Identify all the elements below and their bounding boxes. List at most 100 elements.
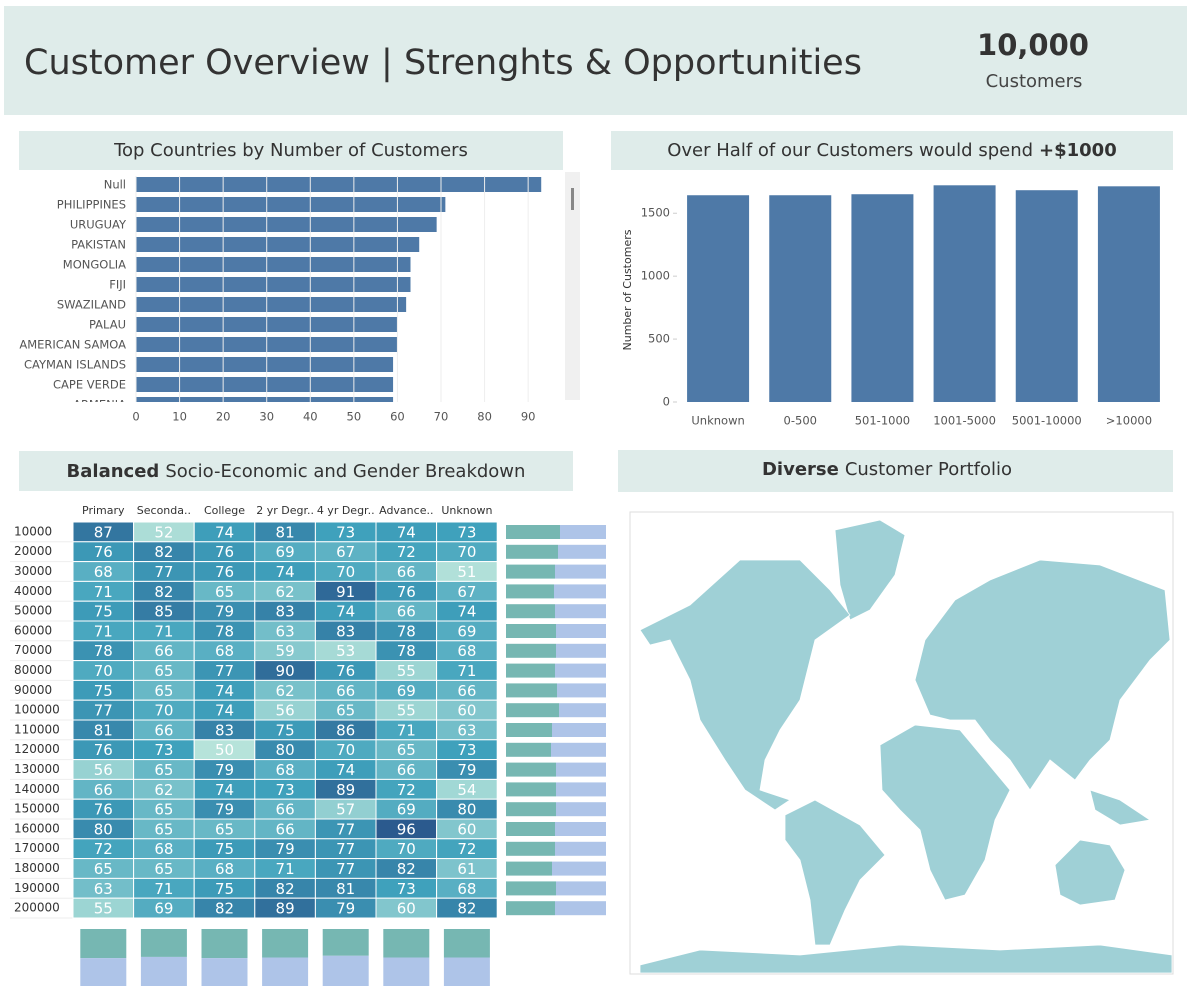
- cell-label: 66: [154, 721, 173, 739]
- map-title: Diverse Customer Portfolio: [762, 459, 1012, 480]
- title-emphasis: +$1000: [1039, 140, 1117, 161]
- column-label: 2 yr Degr..: [256, 504, 314, 517]
- split-bar: [506, 861, 552, 876]
- row-label: 60000: [14, 623, 52, 637]
- cell-label: 72: [397, 543, 416, 561]
- split-bar: [262, 957, 309, 986]
- x-tick-label: 0: [132, 410, 139, 424]
- row-label: 130000: [14, 762, 60, 776]
- split-bar: [383, 929, 430, 958]
- cell-label: 56: [94, 761, 113, 779]
- cell-label: 65: [215, 583, 234, 601]
- cell-label: 87: [94, 523, 113, 541]
- title-emphasis: Diverse: [762, 459, 839, 480]
- cell-label: 74: [397, 523, 416, 541]
- split-bar: [554, 584, 606, 599]
- split-bar: [506, 782, 556, 797]
- cell-label: 74: [336, 603, 355, 621]
- cell-label: 72: [397, 781, 416, 799]
- split-bar: [443, 957, 490, 986]
- split-bar: [506, 683, 557, 698]
- split-bar: [383, 957, 430, 986]
- cell-label: 75: [215, 840, 234, 858]
- split-bar: [506, 564, 555, 579]
- row-label: 100000: [14, 703, 60, 717]
- cell-label: 60: [397, 900, 416, 918]
- cell-label: 68: [94, 563, 113, 581]
- split-bar: [506, 762, 556, 777]
- row-label: 10000: [14, 524, 52, 538]
- kpi-value: 10,000: [977, 28, 1089, 62]
- row-label: 190000: [14, 881, 60, 895]
- x-tick-label: 60: [390, 410, 405, 424]
- column-label: Primary: [82, 504, 125, 517]
- cell-label: 65: [336, 702, 355, 720]
- cell-label: 74: [215, 781, 234, 799]
- x-tick-label: 0-500: [784, 414, 817, 428]
- cell-label: 83: [215, 721, 234, 739]
- row-label: 110000: [14, 722, 60, 736]
- row-label: 90000: [14, 683, 52, 697]
- cell-label: 65: [154, 820, 173, 838]
- split-bar: [506, 544, 558, 559]
- scroll-thumb[interactable]: [571, 188, 574, 210]
- bar: [136, 357, 394, 372]
- cell-label: 73: [457, 741, 476, 759]
- cell-label: 80: [276, 741, 295, 759]
- y-tick-label: AMERICAN SAMOA: [19, 338, 126, 352]
- cell-label: 78: [94, 642, 113, 660]
- split-bar: [506, 822, 555, 836]
- cell-label: 77: [336, 820, 355, 838]
- cell-label: 63: [276, 622, 295, 640]
- split-bar: [556, 881, 606, 896]
- cell-label: 55: [397, 702, 416, 720]
- split-bar: [506, 703, 559, 718]
- row-label: 200000: [14, 901, 60, 915]
- cell-label: 68: [154, 840, 173, 858]
- y-axis-label: Number of Customers: [621, 229, 634, 350]
- y-tick-label: CAYMAN ISLANDS: [24, 358, 126, 372]
- bar: [1097, 186, 1160, 402]
- split-bar: [555, 564, 606, 579]
- cell-label: 61: [457, 860, 476, 878]
- split-bar: [506, 525, 560, 539]
- title-emphasis: Balanced: [67, 461, 160, 482]
- cell-label: 70: [154, 702, 173, 720]
- split-bar: [506, 742, 551, 757]
- cell-label: 63: [457, 721, 476, 739]
- bar: [136, 197, 446, 212]
- x-tick-label: 501-1000: [855, 414, 910, 428]
- column-label: Advance..: [379, 504, 433, 517]
- south-america: [784, 799, 886, 946]
- cell-label: 75: [94, 682, 113, 700]
- scrollbar[interactable]: [565, 172, 580, 400]
- bar: [851, 194, 914, 402]
- row-label: 170000: [14, 841, 60, 855]
- cell-label: 68: [215, 642, 234, 660]
- kpi-label: Customers: [986, 71, 1083, 92]
- cell-label: 68: [276, 761, 295, 779]
- north-america: [639, 559, 851, 811]
- title-band: [611, 131, 1173, 170]
- column-label: Unknown: [441, 504, 492, 517]
- split-bar: [506, 663, 555, 678]
- y-tick-label: URUGUAY: [70, 218, 127, 232]
- cell-label: 74: [215, 702, 234, 720]
- cell-label: 71: [154, 622, 173, 640]
- cell-label: 67: [336, 543, 355, 561]
- cell-label: 74: [215, 523, 234, 541]
- split-bar: [506, 604, 555, 619]
- cell-label: 66: [397, 563, 416, 581]
- cell-label: 74: [276, 563, 295, 581]
- bar: [136, 217, 437, 232]
- cell-label: 83: [336, 622, 355, 640]
- bar: [769, 195, 832, 402]
- row-label: 160000: [14, 821, 60, 835]
- cell-label: 75: [276, 721, 295, 739]
- cell-label: 76: [215, 563, 234, 581]
- x-tick-label: 90: [521, 410, 536, 424]
- x-tick-label: Unknown: [691, 414, 744, 428]
- cell-label: 66: [276, 801, 295, 819]
- cell-label: 79: [215, 603, 234, 621]
- bar: [136, 257, 411, 272]
